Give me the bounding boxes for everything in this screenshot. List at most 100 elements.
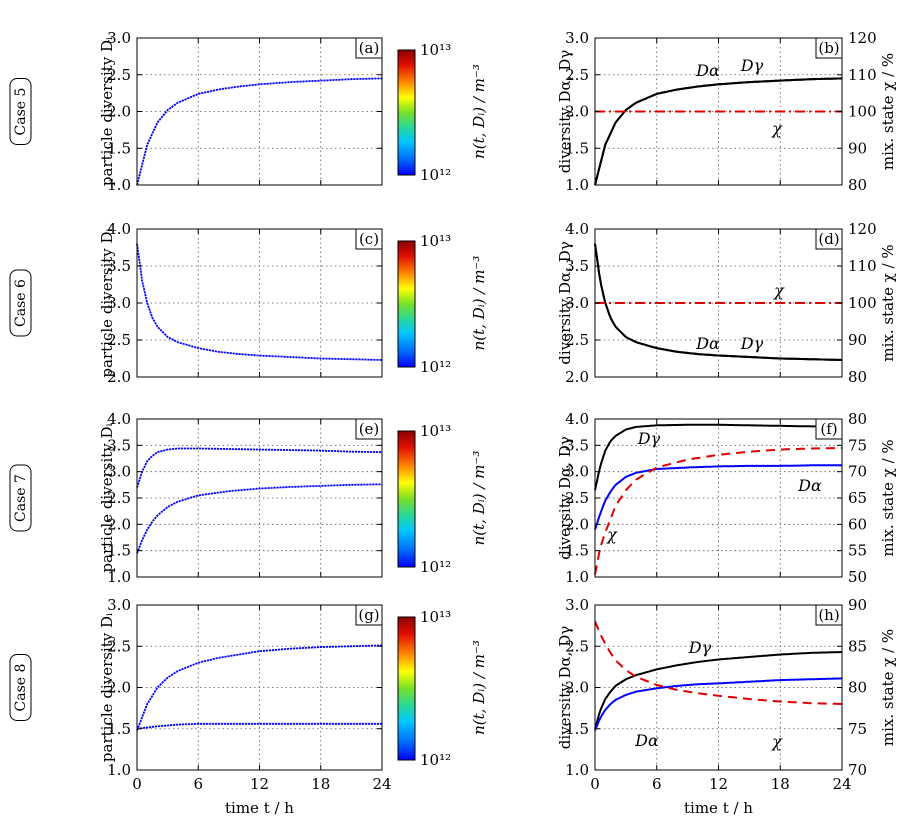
colorbar-top-label: 10¹³ [420, 608, 451, 626]
y-tick-label: 1.5 [565, 720, 589, 738]
y-tick-label: 1.5 [107, 139, 131, 157]
gamma-diversity-line [594, 651, 843, 730]
right-y-axis-label: diversity Dα, Dγ [556, 626, 574, 749]
histogram-trace [136, 77, 383, 186]
x-tick-label: 18 [311, 775, 330, 793]
curve-annotation: Dα [634, 731, 659, 750]
case-label-box [9, 269, 32, 337]
y-tick-label: 3.0 [107, 463, 131, 481]
y-tick-label: 2.5 [565, 331, 589, 349]
y-tick-label: 3.0 [107, 294, 131, 312]
panel-letter: (d) [818, 230, 839, 248]
y-tick-label: 4.0 [565, 410, 589, 428]
curve-annotation: Dγ [637, 429, 661, 448]
y-tick-label: 3.0 [565, 29, 589, 47]
y-tick-label: 3.0 [565, 596, 589, 614]
left-y-axis-label: particle diversity Dᵢ [98, 228, 116, 377]
panel-letter: (g) [358, 606, 379, 624]
y2-tick-label: 100 [848, 294, 877, 312]
colorbar-top-label: 10¹³ [420, 41, 451, 59]
panel-letter-box [815, 228, 843, 250]
alpha-diversity-line [594, 677, 843, 731]
y-tick-label: 3.0 [107, 29, 131, 47]
panel-letter: (e) [359, 420, 380, 438]
y-tick-label: 1.5 [565, 139, 589, 157]
panel-letter: (b) [818, 39, 839, 57]
x-tick-label: 0 [132, 775, 142, 793]
y2-tick-label: 70 [848, 463, 867, 481]
y2-tick-label: 65 [848, 489, 867, 507]
gamma-diversity-line [594, 243, 843, 361]
y-tick-label: 1.0 [107, 176, 131, 194]
y2-tick-label: 120 [848, 29, 877, 47]
y-tick-label: 3.5 [107, 436, 131, 454]
right-y-axis-label: diversity Dα, Dγ [556, 50, 574, 173]
x-tick-label: 12 [709, 775, 728, 793]
y2-tick-label: 50 [848, 568, 867, 586]
y-tick-label: 2.5 [107, 637, 131, 655]
y2-tick-label: 120 [848, 220, 877, 238]
panel-letter-box [355, 37, 383, 59]
y-tick-label: 1.0 [565, 176, 589, 194]
left-y-axis-label: particle diversity Dᵢ [98, 37, 116, 186]
y-tick-label: 3.5 [107, 257, 131, 275]
panel-letter: (c) [359, 230, 379, 248]
colorbar-top-label: 10¹³ [420, 422, 451, 440]
y-tick-label: 1.0 [565, 568, 589, 586]
mixing-state-line [594, 447, 842, 575]
y-tick-label: 4.0 [107, 220, 131, 238]
x-tick-label: 6 [652, 775, 662, 793]
case-label: Case 7 [13, 474, 29, 522]
y2-tick-label: 55 [848, 542, 867, 560]
curve-annotation: χ [773, 281, 785, 300]
colorbar-bottom-label: 10¹² [420, 558, 451, 576]
y-tick-label: 2.0 [107, 103, 131, 121]
y-tick-label: 1.5 [565, 542, 589, 560]
right-y-axis-label: diversity Dα, Dγ [556, 436, 574, 559]
right-y2-axis-label: mix. state χ / % [879, 53, 897, 170]
curve-annotation: Dγ [688, 638, 712, 657]
y-tick-label: 2.0 [565, 368, 589, 386]
left-y-axis-label: particle diversity Dᵢ [98, 613, 116, 762]
y-tick-label: 2.5 [565, 66, 589, 84]
y-tick-label: 2.5 [565, 637, 589, 655]
x-axis-label-left: time t / h [225, 799, 294, 817]
y2-tick-label: 60 [848, 515, 867, 533]
y-tick-label: 2.5 [565, 489, 589, 507]
histogram-trace [136, 447, 383, 488]
y2-tick-label: 110 [848, 66, 877, 84]
y-tick-label: 4.0 [107, 410, 131, 428]
right-y2-axis-label: mix. state χ / % [879, 244, 897, 361]
left-y-axis-label: particle diversity Dᵢ [98, 423, 116, 572]
gamma-diversity-line [594, 77, 843, 186]
colorbar [397, 49, 416, 176]
panel-letter: (f) [820, 420, 837, 438]
y-tick-label: 3.0 [107, 596, 131, 614]
alpha-diversity-line [594, 464, 842, 530]
curve-annotation: Dα [797, 476, 822, 495]
curve-annotation: χ [771, 732, 783, 751]
case-label-box [9, 654, 32, 721]
x-tick-label: 24 [372, 775, 391, 793]
y2-tick-label: 75 [848, 436, 867, 454]
y-tick-label: 2.0 [565, 679, 589, 697]
y-tick-label: 3.5 [565, 257, 589, 275]
colorbar-bottom-label: 10¹² [420, 751, 451, 769]
y-tick-label: 2.5 [107, 489, 131, 507]
colorbar [397, 240, 416, 368]
x-tick-label: 24 [832, 775, 851, 793]
mixing-state-line [594, 621, 843, 705]
y2-tick-label: 110 [848, 257, 877, 275]
y2-tick-label: 85 [848, 637, 867, 655]
x-tick-label: 0 [590, 775, 600, 793]
y2-tick-label: 90 [848, 139, 867, 157]
colorbar-axis-label: n(t, Dᵢ) / m⁻³ [470, 640, 488, 735]
histogram-trace [136, 644, 383, 731]
right-y2-axis-label: mix. state χ / % [879, 439, 897, 556]
y2-tick-label: 90 [848, 331, 867, 349]
colorbar-axis-label: n(t, Dᵢ) / m⁻³ [470, 64, 488, 159]
colorbar-bottom-label: 10¹² [420, 358, 451, 376]
colorbar-bottom-label: 10¹² [420, 166, 451, 184]
colorbar [397, 616, 416, 761]
